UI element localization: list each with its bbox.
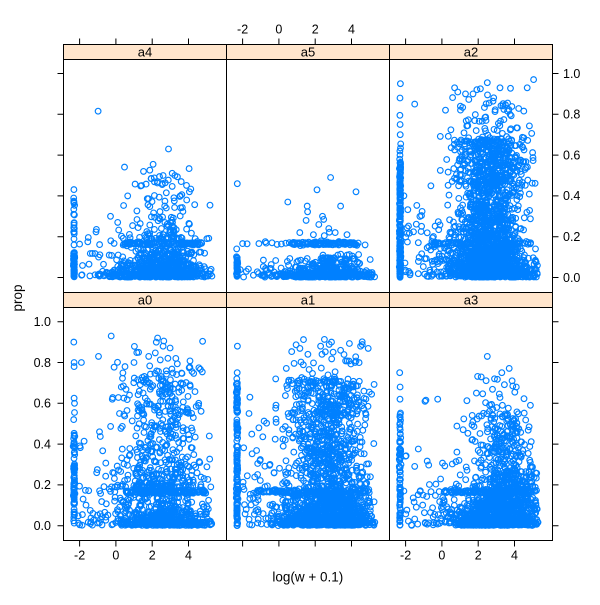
svg-text:1.0: 1.0 [563, 67, 580, 81]
svg-text:0.4: 0.4 [34, 437, 51, 451]
svg-text:a1: a1 [301, 293, 315, 308]
svg-text:0: 0 [112, 549, 119, 563]
svg-text:0.4: 0.4 [563, 189, 580, 203]
svg-text:0.0: 0.0 [34, 519, 51, 533]
svg-text:0: 0 [438, 549, 445, 563]
svg-text:0.2: 0.2 [34, 478, 51, 492]
svg-text:0.2: 0.2 [563, 230, 580, 244]
svg-text:2: 2 [312, 23, 319, 37]
svg-text:log(w + 0.1): log(w + 0.1) [272, 570, 343, 585]
svg-text:0.0: 0.0 [563, 271, 580, 285]
svg-text:4: 4 [348, 23, 355, 37]
svg-text:-2: -2 [237, 23, 248, 37]
svg-text:0.8: 0.8 [34, 356, 51, 370]
svg-text:0.6: 0.6 [563, 148, 580, 162]
svg-text:4: 4 [185, 549, 192, 563]
svg-text:2: 2 [149, 549, 156, 563]
svg-text:1.0: 1.0 [34, 315, 51, 329]
svg-text:-2: -2 [400, 549, 411, 563]
svg-text:-2: -2 [74, 549, 85, 563]
svg-text:a4: a4 [138, 45, 152, 60]
svg-text:a2: a2 [464, 45, 478, 60]
svg-text:prop: prop [10, 284, 25, 311]
svg-text:0.8: 0.8 [563, 108, 580, 122]
svg-text:a5: a5 [301, 45, 315, 60]
svg-text:a3: a3 [464, 293, 478, 308]
svg-text:2: 2 [475, 549, 482, 563]
svg-text:0.6: 0.6 [34, 397, 51, 411]
svg-text:0: 0 [275, 23, 282, 37]
svg-text:a0: a0 [138, 293, 152, 308]
svg-text:4: 4 [511, 549, 518, 563]
